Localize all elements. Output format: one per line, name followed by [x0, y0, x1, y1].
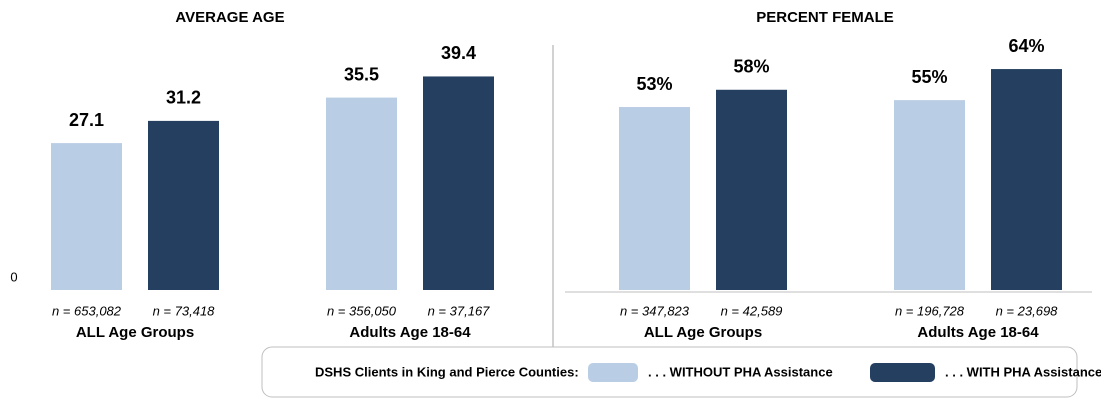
data-label: 27.1: [69, 110, 104, 130]
data-label: 64%: [1008, 36, 1044, 56]
sample-label: n = 347,823: [620, 303, 690, 318]
data-label: 55%: [911, 67, 947, 87]
bar: [619, 107, 690, 290]
sample-label: n = 37,167: [428, 303, 491, 318]
chart-title: AVERAGE AGE: [175, 9, 284, 26]
x-tick-label: ALL Age Groups: [644, 324, 762, 341]
data-label: 31.2: [166, 88, 201, 108]
x-tick-label: Adults Age 18-64: [917, 324, 1039, 341]
y-tick-label: 0: [10, 269, 17, 284]
legend-title: DSHS Clients in King and Pierce Counties…: [315, 364, 579, 379]
bar: [991, 69, 1062, 290]
legend-label: . . . WITHOUT PHA Assistance: [648, 364, 833, 379]
legend-box: [261, 346, 1078, 398]
sample-label: n = 73,418: [153, 303, 216, 318]
bar: [326, 97, 397, 290]
bar: [894, 100, 965, 291]
legend-label: . . . WITH PHA Assistance: [945, 364, 1101, 379]
x-tick-label: ALL Age Groups: [76, 324, 194, 341]
data-label: 58%: [733, 57, 769, 77]
chart-title: PERCENT FEMALE: [756, 9, 894, 26]
bar: [51, 143, 122, 290]
bar: [716, 89, 787, 291]
legend-swatch: [870, 363, 935, 382]
sample-label: n = 196,728: [895, 303, 965, 318]
data-label: 39.4: [441, 43, 476, 63]
sample-label: n = 23,698: [996, 303, 1059, 318]
data-label: 53%: [636, 74, 672, 94]
sample-label: n = 653,082: [52, 303, 122, 318]
x-tick-label: Adults Age 18-64: [349, 324, 471, 341]
data-label: 35.5: [344, 64, 379, 84]
bar: [423, 76, 494, 291]
legend-swatch: [588, 363, 638, 382]
sample-label: n = 42,589: [721, 303, 783, 318]
sample-label: n = 356,050: [327, 303, 397, 318]
bar: [148, 120, 219, 290]
